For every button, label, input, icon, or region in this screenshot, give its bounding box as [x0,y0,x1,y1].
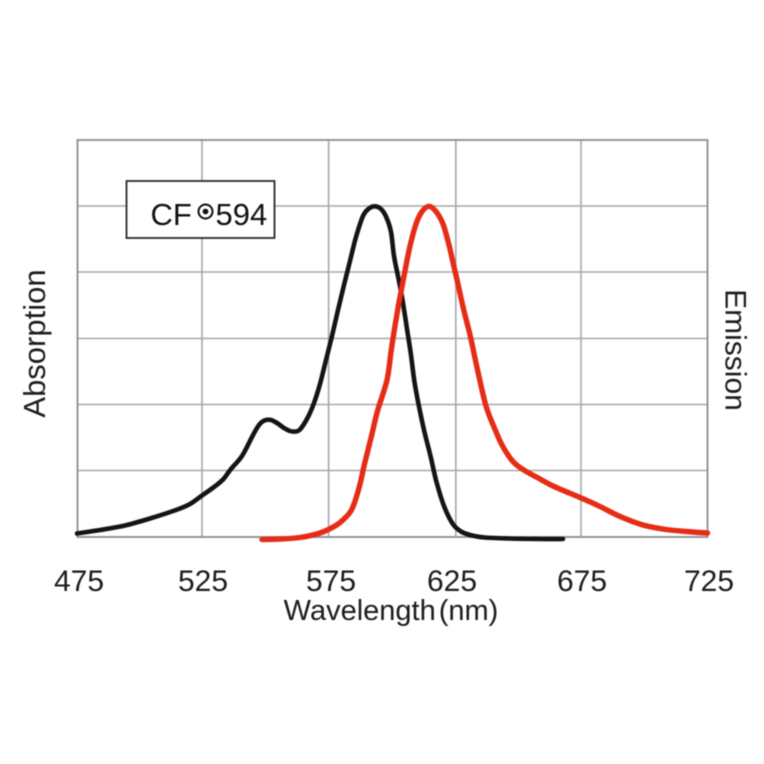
svg-text:475: 475 [54,565,104,598]
svg-text:625: 625 [427,565,477,598]
svg-text:Wavelength(nm): Wavelength (nm) [284,595,499,627]
svg-text:CF: CF [151,197,192,232]
svg-text:Emission: Emission [719,289,752,411]
svg-text:525: 525 [178,565,228,598]
svg-text:Absorption: Absorption [17,269,52,417]
svg-text:725: 725 [684,565,734,598]
svg-text:575: 575 [306,565,356,598]
svg-text:675: 675 [557,565,607,598]
svg-text:594: 594 [216,197,268,232]
